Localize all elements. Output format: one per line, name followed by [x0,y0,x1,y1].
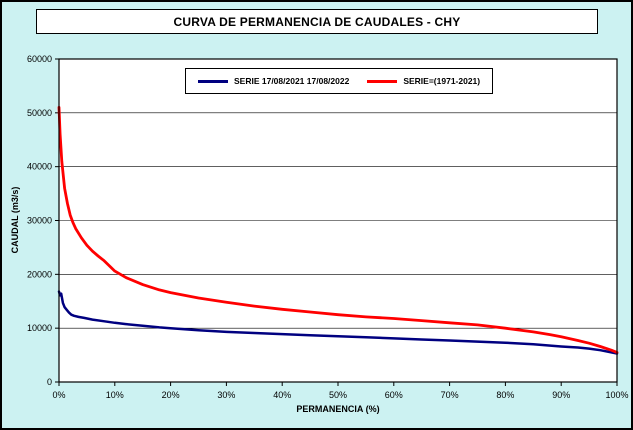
legend-label-serie-2021-2022: SERIE 17/08/2021 17/08/2022 [234,76,350,86]
series-line-0 [57,290,619,355]
x-tick-label: 80% [496,390,514,400]
x-tick-label: 40% [273,390,291,400]
series-line-1 [57,106,619,354]
x-tick-label: 30% [217,390,235,400]
y-tick-label: 30000 [27,216,52,226]
plot-border [58,58,618,383]
x-tick-label: 50% [329,390,347,400]
y-axis-title: CAUDAL (m3/s) [10,186,20,254]
y-tick-label: 0 [47,377,52,387]
x-tick-label: 90% [552,390,570,400]
y-tick-label: 50000 [27,108,52,118]
x-tick-label: 10% [106,390,124,400]
y-tick-label: 10000 [27,323,52,333]
x-tick-label: 60% [385,390,403,400]
legend-item-serie-2021-2022: SERIE 17/08/2021 17/08/2022 [198,76,349,86]
x-axis-title: PERMANENCIA (%) [296,404,380,414]
x-tick-label: 70% [441,390,459,400]
chart-title-box: CURVA DE PERMANENCIA DE CAUDALES - CHY [36,9,598,34]
legend-line-red [367,79,398,83]
legend-line-blue [198,79,228,83]
legend-label-serie-1971-2021: SERIE=(1971-2021) [403,76,481,86]
x-tick-label: 20% [162,390,180,400]
chart-title: CURVA DE PERMANENCIA DE CAUDALES - CHY [173,14,461,29]
x-tick-label: 100% [605,390,628,400]
y-tick-label: 60000 [27,54,52,64]
y-tick-label: 20000 [27,269,52,279]
x-tick-label: 0% [52,390,65,400]
y-tick-label: 40000 [27,162,52,172]
legend: SERIE 17/08/2021 17/08/2022 SERIE=(1971-… [185,68,494,94]
legend-item-serie-1971-2021: SERIE=(1971-2021) [367,76,480,86]
